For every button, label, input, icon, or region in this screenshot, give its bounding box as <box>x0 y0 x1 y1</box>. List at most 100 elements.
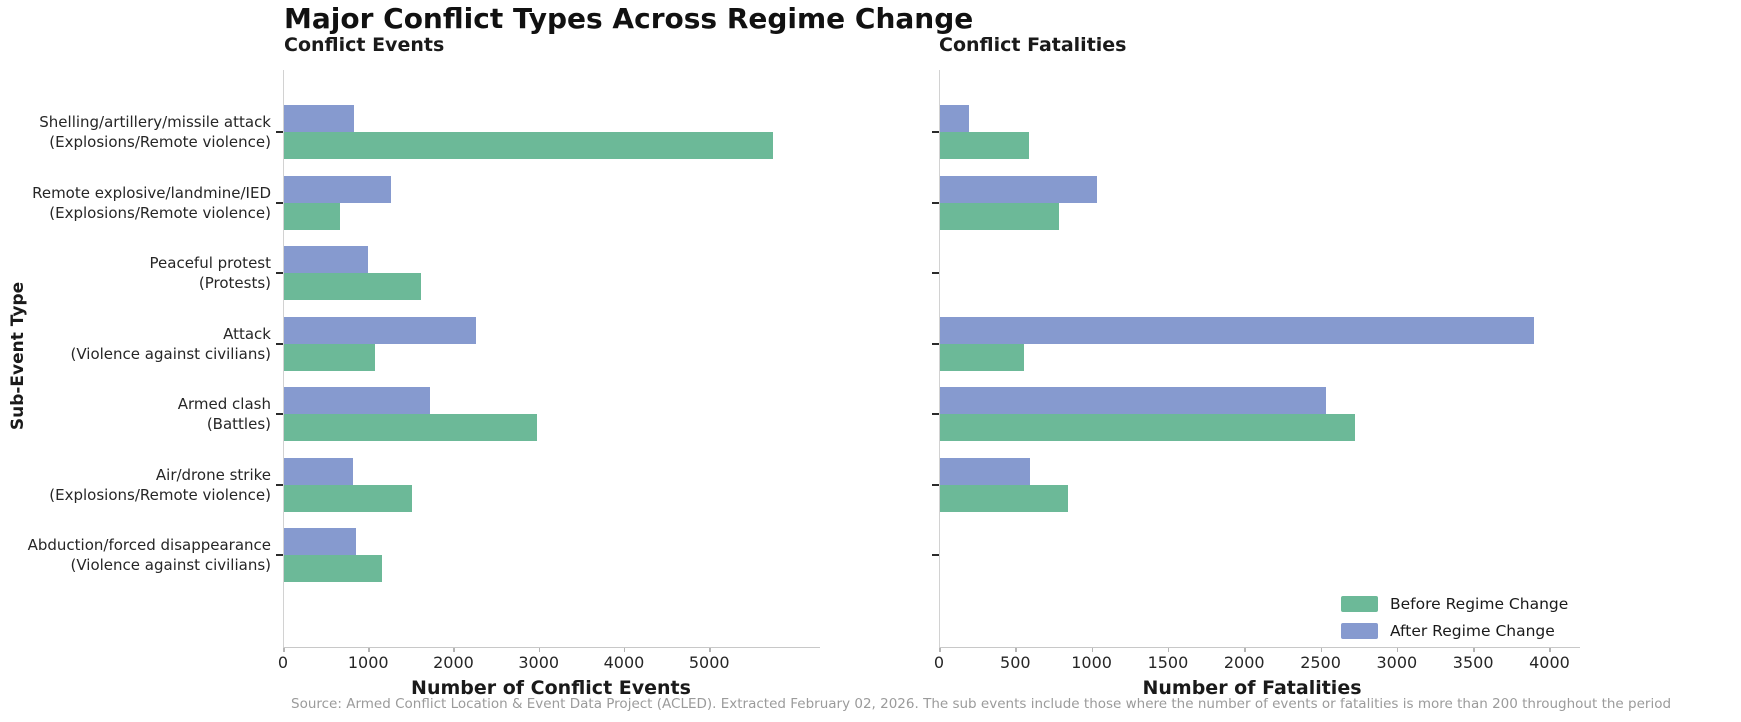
y-tick-mark <box>276 554 283 557</box>
legend-label: Before Regime Change <box>1390 595 1569 613</box>
x-tick-label: 2000 <box>433 653 474 672</box>
y-tick-mark <box>276 483 283 486</box>
bar-after-regime-change <box>940 105 969 133</box>
y-tick-mark <box>932 342 939 345</box>
x-tick-label: 1000 <box>1071 653 1112 672</box>
category-label-main: Peaceful protest <box>149 254 271 273</box>
legend: Before Regime Change After Regime Change <box>1341 594 1568 641</box>
x-tick-label: 3000 <box>1376 653 1418 672</box>
bar-after-regime-change <box>940 387 1327 415</box>
y-tick-mark <box>276 342 283 345</box>
x-tick-label: 4000 <box>603 653 645 672</box>
x-tick-label: 3000 <box>518 653 560 672</box>
legend-swatch <box>1341 623 1378 639</box>
x-tick-label: 3500 <box>1452 653 1494 672</box>
x-tick-mark <box>1320 648 1323 652</box>
category-label-sub: (Explosions/Remote violence) <box>49 485 271 504</box>
y-tick-mark <box>932 483 939 486</box>
bar-before-regime-change <box>940 202 1060 230</box>
x-tick-mark <box>368 648 370 652</box>
x-tick-label: 0 <box>933 653 945 672</box>
bar-after-regime-change <box>940 175 1098 203</box>
x-tick-mark <box>453 648 455 652</box>
x-tick-label: 2000 <box>1223 653 1265 672</box>
bar-before-regime-change <box>284 414 538 442</box>
fatalities-plot-area <box>932 70 1580 648</box>
x-tick-mark <box>623 648 626 652</box>
x-tick-mark <box>1015 648 1017 652</box>
x-tick-label: 1500 <box>1147 653 1189 672</box>
x-tick-label: 2500 <box>1300 653 1341 672</box>
bar-before-regime-change <box>284 202 341 230</box>
y-tick-mark <box>932 413 939 416</box>
x-tick-mark <box>1244 648 1246 652</box>
events-plot-area <box>276 70 820 648</box>
bar-after-regime-change <box>284 105 354 133</box>
y-tick-mark <box>276 272 283 275</box>
y-tick-mark <box>276 201 283 204</box>
legend-item: After Regime Change <box>1341 621 1568 641</box>
bar-before-regime-change <box>284 484 412 512</box>
category-label-main: Armed clash <box>177 395 271 414</box>
category-label-main: Shelling/artillery/missile attack <box>39 113 271 132</box>
bar-after-regime-change <box>284 246 368 274</box>
bar-after-regime-change <box>284 528 356 556</box>
x-tick-mark <box>1167 648 1170 652</box>
x-axis-label-events: Number of Conflict Events <box>411 677 691 699</box>
category-label: Attack (Violence against civilians) <box>1 324 271 364</box>
bar-before-regime-change <box>940 132 1029 160</box>
category-label-main: Remote explosive/landmine/IED <box>32 183 271 202</box>
category-label-sub: (Violence against civilians) <box>70 344 271 363</box>
x-tick-mark <box>283 648 285 652</box>
bar-before-regime-change <box>940 343 1024 371</box>
category-label-sub: (Battles) <box>206 415 271 434</box>
x-tick-label: 4000 <box>1529 653 1570 672</box>
x-tick-mark <box>1473 648 1475 652</box>
x-tick-mark <box>1549 648 1551 652</box>
category-label-sub: (Explosions/Remote violence) <box>49 203 271 222</box>
bar-after-regime-change <box>284 457 354 485</box>
x-tick-mark <box>1396 648 1399 652</box>
y-tick-mark <box>932 201 939 204</box>
category-label-main: Attack <box>223 324 271 343</box>
bar-before-regime-change <box>284 273 422 301</box>
bar-before-regime-change <box>284 132 774 160</box>
subplot-title-events: Conflict Events <box>284 34 445 56</box>
category-label: Air/drone strike (Explosions/Remote viole… <box>1 465 271 505</box>
category-label: Peaceful protest (Protests) <box>1 253 271 293</box>
bar-after-regime-change <box>940 457 1031 485</box>
category-label: Shelling/artillery/missile attack (Explos… <box>1 112 271 152</box>
legend-label: After Regime Change <box>1390 622 1555 640</box>
chart-title: Major Conflict Types Across Regime Chang… <box>284 2 974 35</box>
x-tick-label: 0 <box>277 653 289 672</box>
bar-before-regime-change <box>940 484 1069 512</box>
y-tick-mark <box>276 131 283 134</box>
category-label-sub: (Protests) <box>198 274 271 293</box>
y-tick-mark <box>276 413 283 416</box>
legend-item: Before Regime Change <box>1341 594 1568 614</box>
x-tick-label: 5000 <box>688 653 730 672</box>
x-axis-label-fatalities: Number of Fatalities <box>1142 677 1362 699</box>
bar-after-regime-change <box>284 316 476 344</box>
bar-after-regime-change <box>284 175 391 203</box>
category-label: Remote explosive/landmine/IED (Explosions… <box>1 183 271 223</box>
category-label-main: Abduction/forced disappearance <box>27 536 271 555</box>
category-label-main: Air/drone strike <box>155 465 271 484</box>
y-tick-mark <box>932 554 939 557</box>
x-tick-label: 1000 <box>347 653 389 672</box>
category-label-sub: (Explosions/Remote violence) <box>49 133 271 152</box>
x-tick-mark <box>709 648 711 652</box>
source-note: Source: Armed Conflict Location & Event … <box>291 696 1672 712</box>
category-label: Armed clash (Battles) <box>1 394 271 434</box>
x-tick-mark <box>939 648 941 652</box>
x-tick-mark <box>538 648 541 652</box>
category-label-sub: (Violence against civilians) <box>70 556 271 575</box>
y-tick-mark <box>932 272 939 275</box>
bar-before-regime-change <box>940 414 1356 442</box>
legend-swatch <box>1341 596 1378 612</box>
category-label: Abduction/forced disappearance (Violence … <box>1 535 271 575</box>
subplot-title-fatalities: Conflict Fatalities <box>939 34 1127 56</box>
bar-after-regime-change <box>940 316 1534 344</box>
y-tick-mark <box>932 131 939 134</box>
